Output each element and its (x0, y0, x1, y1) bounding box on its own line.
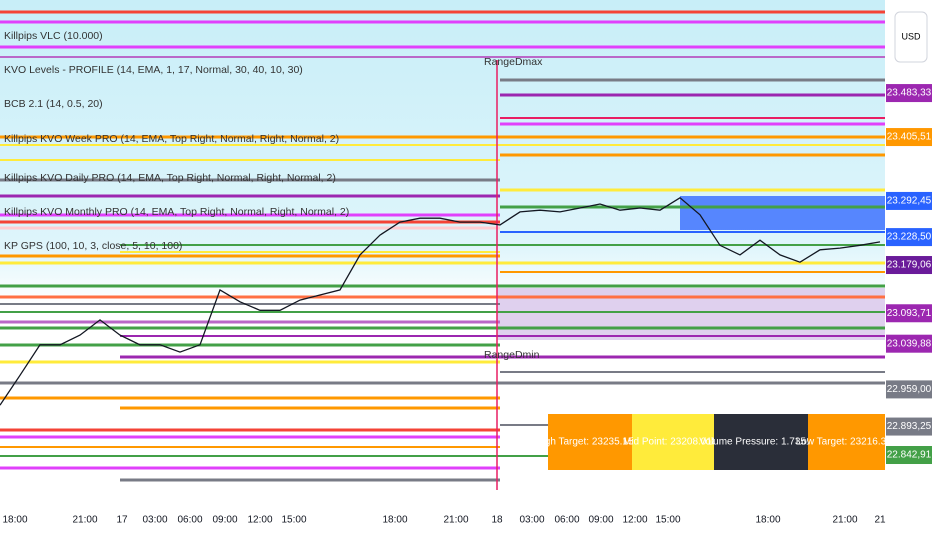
time-label: 15:00 (655, 515, 680, 526)
info-cell (714, 414, 808, 470)
main: Killpips VLC (10.000) KVO Levels - PROFIL… (0, 30, 898, 470)
price-label-bg (886, 256, 932, 275)
price-label-bg (886, 304, 932, 323)
time-label: 21:00 (832, 515, 857, 526)
time-label: 18:00 (2, 515, 27, 526)
info-text: Mid Point: 23208.0180 (623, 437, 724, 448)
indicator-label: KP GPS (100, 10, 3, close, 5, 10, 100) (4, 240, 182, 252)
time-label: 18:00 (382, 515, 407, 526)
time-label: 18:00 (755, 515, 780, 526)
indicator-label: BCB 2.1 (14, 0.5, 20) (4, 98, 103, 110)
info-text: High Target: 23235.1577 (535, 437, 645, 448)
price-line (0, 196, 881, 406)
time-label: 12:00 (247, 515, 272, 526)
time-axis-bg (0, 490, 885, 550)
range-label: RangeDmin (484, 349, 540, 361)
price-label-bg (886, 417, 932, 436)
currency[interactable]: USD (901, 31, 921, 41)
indicator-label: KVO Levels - PROFILE (14, EMA, 1, 17, No… (4, 64, 303, 76)
indicator-label: Killpips KVO Week PRO (14, EMA, Top Righ… (4, 133, 339, 145)
time-label: 17 (116, 515, 128, 526)
info-text: Low Target: 23216.312 (796, 437, 898, 448)
price-label-bg (886, 380, 932, 399)
time-label: 09:00 (588, 515, 613, 526)
currency-button[interactable] (894, 11, 928, 63)
info-cell (632, 414, 714, 470)
indicator-label: Killpips KVO Daily PRO (14, EMA, Top Rig… (4, 172, 336, 184)
axes: 23.483,33 23.405,51 23.292,45 23.228,50 23.1… (2, 84, 932, 526)
time-label: 12:00 (622, 515, 647, 526)
time-label: 09:00 (212, 515, 237, 526)
price-label: 22.893,25 (887, 421, 932, 432)
price-label-bg (886, 334, 932, 353)
info-cell (808, 414, 885, 470)
price-label: 22.959,00 (887, 384, 932, 395)
price-label-bg (886, 446, 932, 465)
price-label: 23.292,45 (887, 196, 932, 207)
price-label-bg (886, 228, 932, 247)
price-label: 23.093,71 (887, 308, 932, 319)
time-label: 06:00 (177, 515, 202, 526)
price-label: 23.405,51 (887, 132, 932, 143)
price-label: 23.228,50 (887, 232, 932, 243)
time-label: 03:00 (519, 515, 544, 526)
zone (680, 196, 885, 230)
levels (0, 10, 885, 482)
price-label: 23.483,33 (887, 88, 932, 99)
price-label: 22.842,91 (887, 450, 932, 461)
indicator-label: Killpips VLC (10.000) (4, 30, 103, 42)
time-label: 21:00 (72, 515, 97, 526)
time-label: 21:00 (443, 515, 468, 526)
indicator-label: Killpips KVO Monthly PRO (14, EMA, Top R… (4, 206, 349, 218)
time-label: 15:00 (281, 515, 306, 526)
price-axis-bg (885, 0, 932, 550)
time-label: 21 (874, 515, 886, 526)
price-label-bg (886, 84, 932, 103)
price-label: 23.039,88 (887, 338, 932, 349)
price-label: 23.179,06 (887, 260, 932, 271)
price-label-bg (886, 191, 932, 210)
info-text: Volume Pressure: 1.7351 ⬆ (699, 437, 822, 448)
info-cell (548, 414, 632, 470)
time-label: 03:00 (142, 515, 167, 526)
time-label: 18 (491, 515, 503, 526)
price-label-bg (886, 128, 932, 147)
range-label: RangeDmax (484, 56, 543, 68)
time-label: 06:00 (554, 515, 579, 526)
